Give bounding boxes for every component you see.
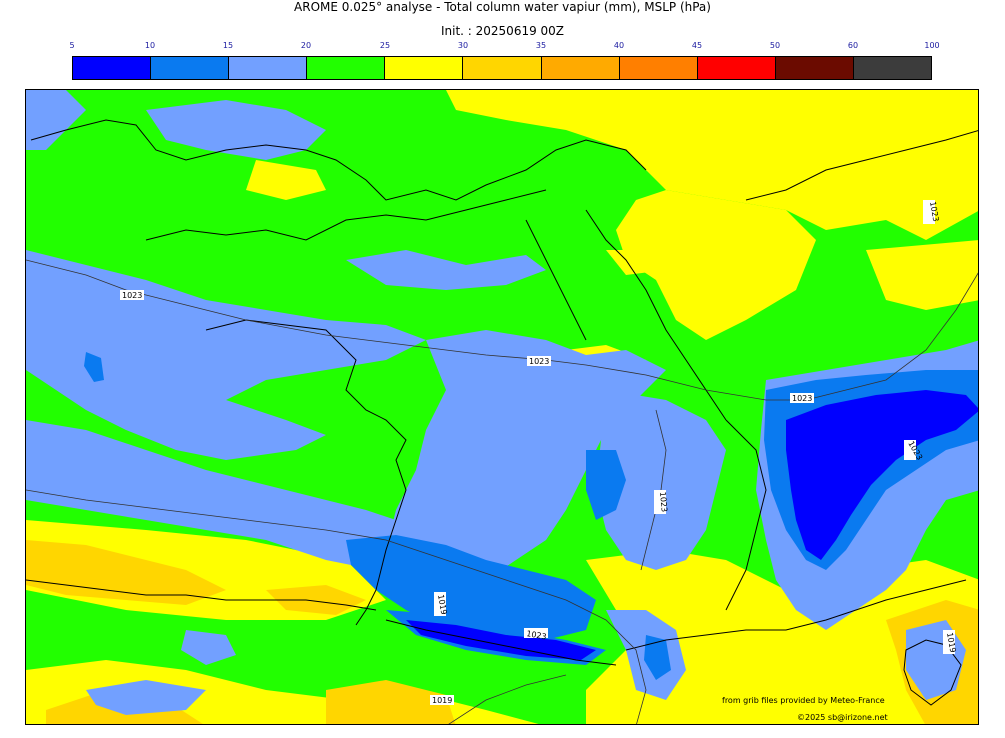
isobar-label: 1019 [436,594,448,616]
isobar-label: 1019 [432,696,452,705]
data-source-credit: from grib files provided by Meteo-France [722,696,885,705]
isobar-label: 1023 [792,394,812,403]
water-vapour-map: 1023 1023 1023 1023 1023 1023 1019 1023 … [25,89,979,725]
colorbar-tick: 100 [924,41,940,50]
isobar-label: 1023 [529,357,549,366]
colorbar-tick: 15 [222,41,234,50]
colorbar-segment [619,57,698,79]
copyright-credit: ©2025 sb@irizone.net [797,713,888,722]
colorbar-tick: 35 [535,41,547,50]
colorbar-tick: 25 [379,41,391,50]
isobar-label: 1023 [122,291,142,300]
init-time: Init. : 20250619 00Z [440,24,565,38]
colorbar-segment [151,57,230,79]
map-title: AROME 0.025° analyse - Total column wate… [294,0,711,14]
colorbar-tick: 5 [69,41,75,50]
colorbar-segment [385,57,464,79]
colorbar-tick: 30 [457,41,469,50]
colorbar-segment [229,57,308,79]
isobar-label: 1023 [928,201,940,223]
colorbar-segment [463,57,542,79]
isobar-labels: 1023 1023 1023 1023 1023 1023 1019 1023 … [120,200,957,705]
colorbar-tick: 45 [691,41,703,50]
colorbar-tick: 50 [769,41,781,50]
isobar-label: 1013 [586,603,606,612]
isobar-label: 1023 [526,629,548,641]
map-canvas: 1023 1023 1023 1023 1023 1023 1019 1023 … [26,90,978,724]
colorbar-segment [775,57,854,79]
colorbar-segment [853,57,932,79]
colorbar-segment [73,57,152,79]
coastlines [26,119,978,706]
tcwv-field-5-10 [406,390,978,660]
isobar-label: 1019 [945,632,957,654]
colorbar-segment [697,57,776,79]
colorbar-segment [307,57,386,79]
colorbar-segment [541,57,620,79]
colorbar-tick: 10 [144,41,156,50]
colorbar-tick: 40 [613,41,625,50]
colorbar-tick: 60 [847,41,859,50]
colorbar [72,56,932,80]
colorbar-tick: 20 [300,41,312,50]
isobar-label: 1023 [658,491,669,512]
